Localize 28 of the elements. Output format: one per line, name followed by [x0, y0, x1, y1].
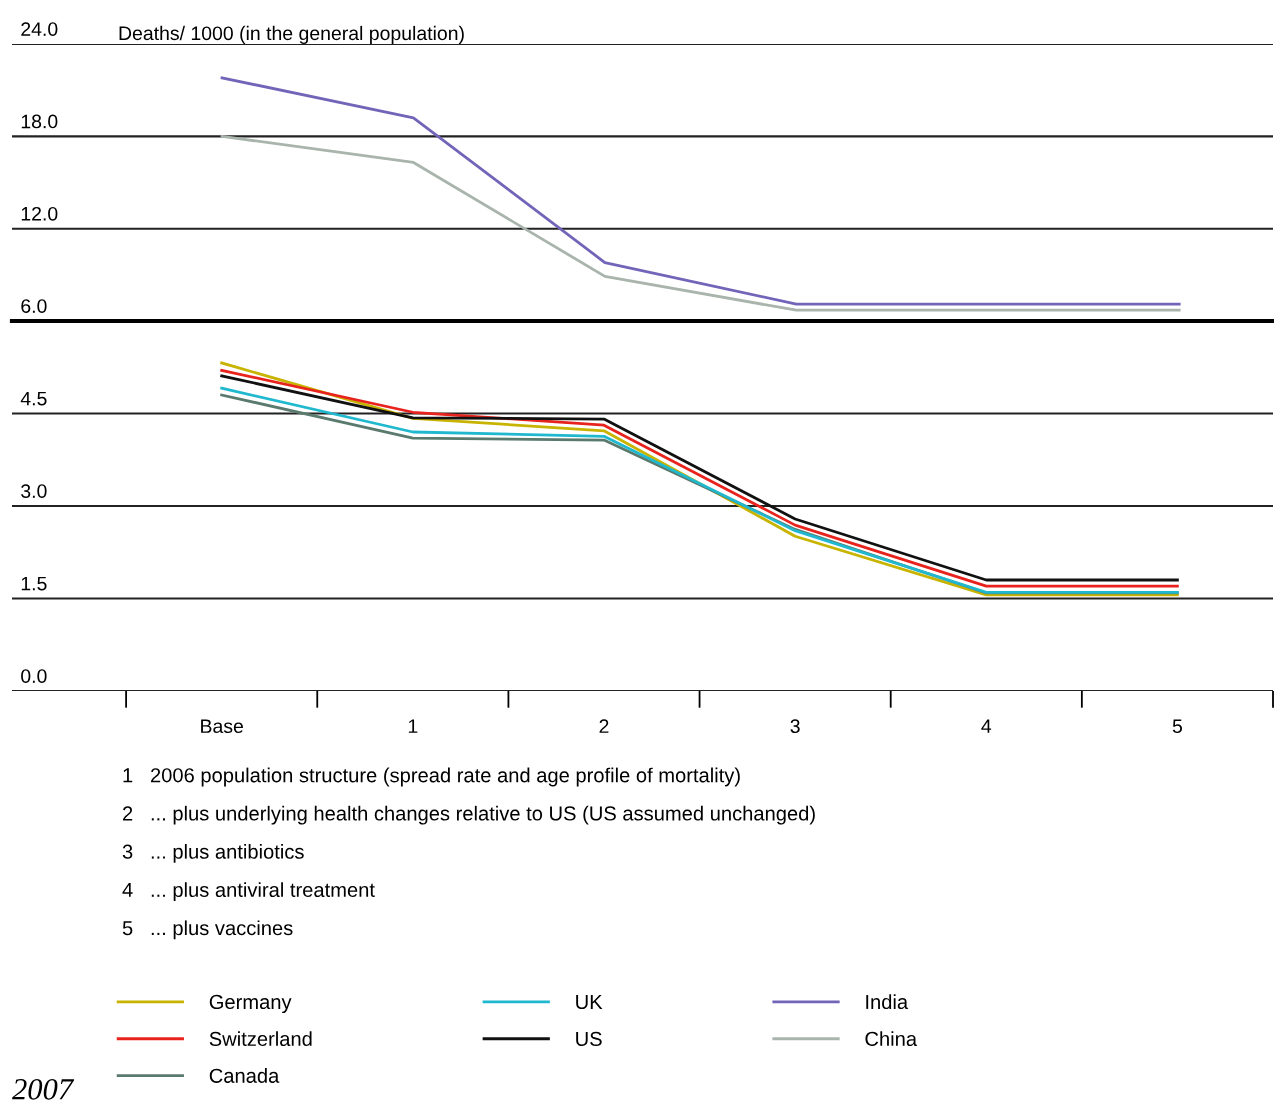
legend-label: China: [865, 1031, 918, 1046]
x-tick-label: Base: [201, 719, 243, 734]
legend-label: Switzerland: [209, 1031, 312, 1046]
y-tick-label: 3.0: [21, 484, 47, 498]
x-tick-label: 5: [1172, 719, 1183, 734]
x-tick-label: 1: [408, 719, 418, 733]
y-tick-label: 1.5: [21, 576, 47, 591]
text: 2007: [12, 1079, 75, 1100]
text: 2 ... plus underlying health changes relative to US (US assumed unchanged): [123, 805, 815, 825]
text: 5 ... plus vaccines: [122, 920, 293, 940]
x-tick-label: 4: [981, 719, 992, 733]
text: 1 2006 population structure (spread rate and age profile of mortality): [123, 767, 740, 787]
y-tick-label: 4.5: [20, 391, 47, 406]
y-axis-title: Deaths/ 1000 (in the general population): [119, 25, 464, 44]
text: 4 ... plus antiviral treatment: [122, 882, 375, 901]
y-tick-label: 24.0: [21, 22, 58, 36]
y-tick-label: 12.0: [21, 206, 58, 221]
x-tick-label: 2: [599, 719, 609, 733]
text: 3 ... plus antibiotics: [122, 844, 304, 863]
legend-label: US: [576, 1031, 602, 1046]
x-tick-label: 3: [790, 719, 800, 734]
y-tick-label: 0.0: [21, 669, 47, 683]
legend-label: India: [866, 994, 909, 1010]
legend-label: Canada: [209, 1068, 280, 1083]
y-tick-label: 6.0: [21, 299, 47, 313]
legend-label: UK: [576, 995, 603, 1010]
y-tick-label: 18.0: [21, 114, 58, 129]
legend-label: Germany: [209, 994, 292, 1014]
